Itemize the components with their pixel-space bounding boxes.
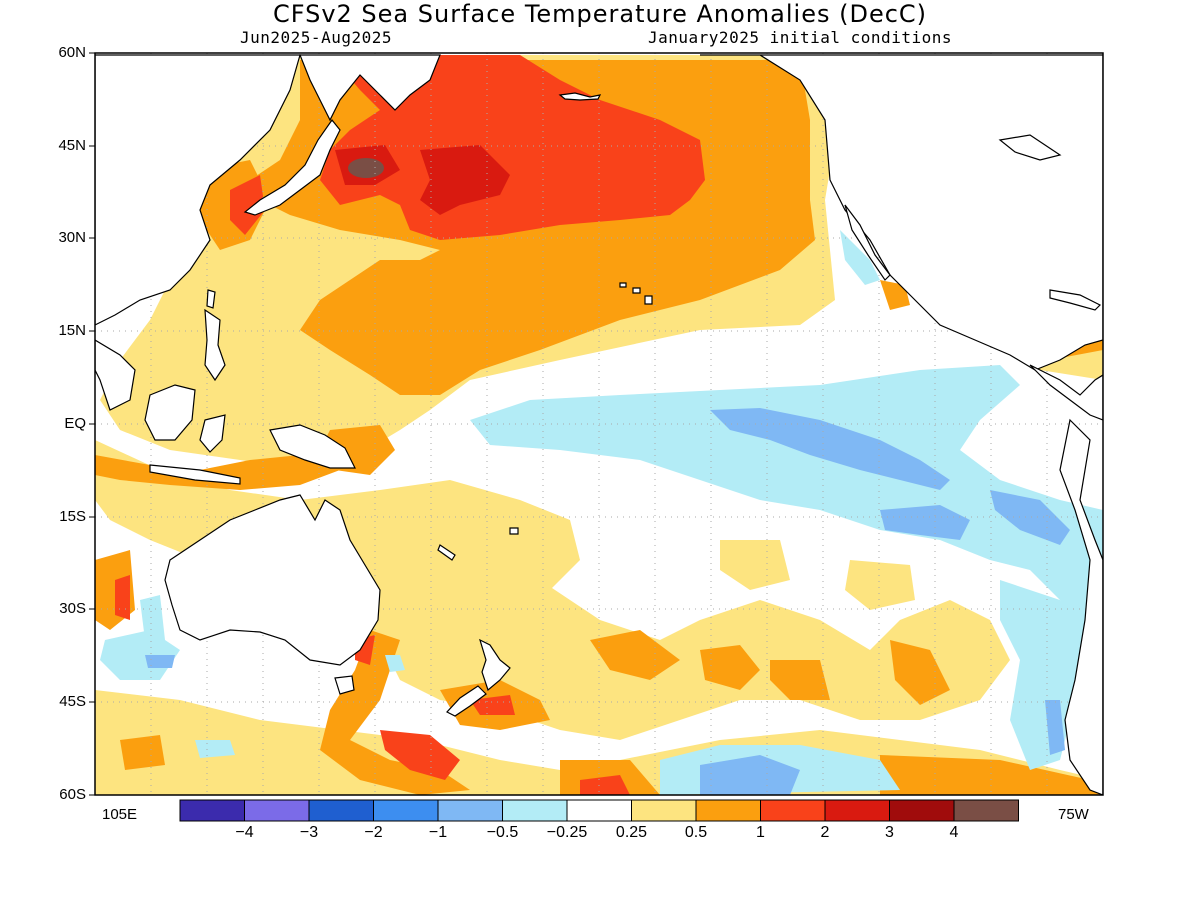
new-guinea-land	[269, 424, 356, 469]
map-title: CFSv2 Sea Surface Temperature Anomalies …	[272, 0, 928, 28]
colorbar-swatch	[953, 799, 1019, 822]
anomaly-1-2-areas	[115, 55, 1065, 795]
great-lakes-water	[998, 134, 1062, 161]
central-america-land	[1029, 364, 1103, 421]
colorbar-tick-label: −3	[299, 824, 319, 841]
colorbar-tick-label: −0.25	[546, 824, 588, 841]
tasmania-land	[334, 675, 355, 695]
colorbar-swatch	[631, 799, 697, 822]
lat-label-30s: 30S	[59, 600, 86, 617]
baja-california-land	[844, 204, 891, 281]
colorbar-tick-label: 4	[949, 824, 959, 841]
land-masses	[95, 54, 1103, 795]
anomaly-neg0.25-neg0.5-areas	[100, 230, 1103, 795]
colorbar-tick-label: 1	[756, 824, 765, 841]
anomaly-neg0.5-neg1-areas	[145, 408, 1070, 795]
colorbar-tick-label: −0.5	[486, 824, 519, 841]
australia-land	[164, 494, 381, 666]
taiwan-land	[206, 289, 216, 309]
lon-label-right: 75W	[1058, 806, 1089, 823]
initial-conditions: January2025 initial conditions	[648, 28, 952, 47]
new-zealand-south-land	[446, 685, 487, 717]
new-zealand-north-land	[479, 638, 511, 692]
japan-land	[243, 118, 341, 216]
colorbar	[179, 799, 1019, 822]
philippines-land	[204, 308, 226, 382]
hawaii-islands-land	[619, 282, 653, 305]
colorbar-swatch	[889, 799, 955, 822]
colorbar-swatch	[695, 799, 761, 822]
colorbar-tick-label: −4	[235, 824, 254, 841]
aleutian-islands-land	[558, 92, 602, 101]
asia-mainland-land	[95, 339, 136, 411]
lat-label-60n: 60N	[58, 44, 86, 61]
cuba-land	[1049, 289, 1102, 311]
java-land	[149, 464, 241, 485]
colorbar-swatch	[244, 799, 310, 822]
lat-label-45s: 45S	[59, 693, 86, 710]
colorbar-swatch	[502, 799, 568, 822]
colorbar-swatch	[566, 799, 632, 822]
lat-label-eq: EQ	[64, 415, 86, 432]
lat-label-30n: 30N	[58, 229, 86, 246]
new-caledonia-land	[437, 544, 456, 561]
lat-label-15s: 15S	[59, 508, 86, 525]
colorbar-tick-label: 0.5	[684, 824, 708, 841]
lat-label-15n: 15N	[58, 322, 86, 339]
russia-far-east-land	[299, 54, 441, 122]
colorbar-swatch	[373, 799, 439, 822]
borneo-land	[144, 384, 196, 441]
forecast-period: Jun2025-Aug2025	[240, 28, 392, 47]
colorbar-swatch	[760, 799, 826, 822]
colorbar-swatch	[824, 799, 890, 822]
east-asia-land	[95, 54, 301, 326]
colorbar-tick-label: 3	[885, 824, 894, 841]
colorbar-tick-label: −1	[428, 824, 448, 841]
colorbar-tick-label: 0.25	[615, 824, 648, 841]
colorbar-tick-label: −2	[364, 824, 383, 841]
lon-label-left: 105E	[102, 806, 138, 823]
fiji-islands-land	[509, 527, 519, 535]
colorbar-swatch	[179, 799, 245, 822]
lat-label-60s: 60S	[59, 786, 86, 803]
colorbar-tick-label: 2	[820, 824, 830, 841]
anomaly-gt4-area	[348, 158, 384, 178]
lat-label-45n: 45N	[58, 137, 86, 154]
sulawesi-land	[199, 414, 226, 453]
colorbar-swatch	[437, 799, 503, 822]
lat-tick-marks	[89, 52, 95, 796]
north-america-land	[700, 54, 1103, 371]
south-america-land	[1059, 418, 1103, 795]
colorbar-swatch	[308, 799, 374, 822]
